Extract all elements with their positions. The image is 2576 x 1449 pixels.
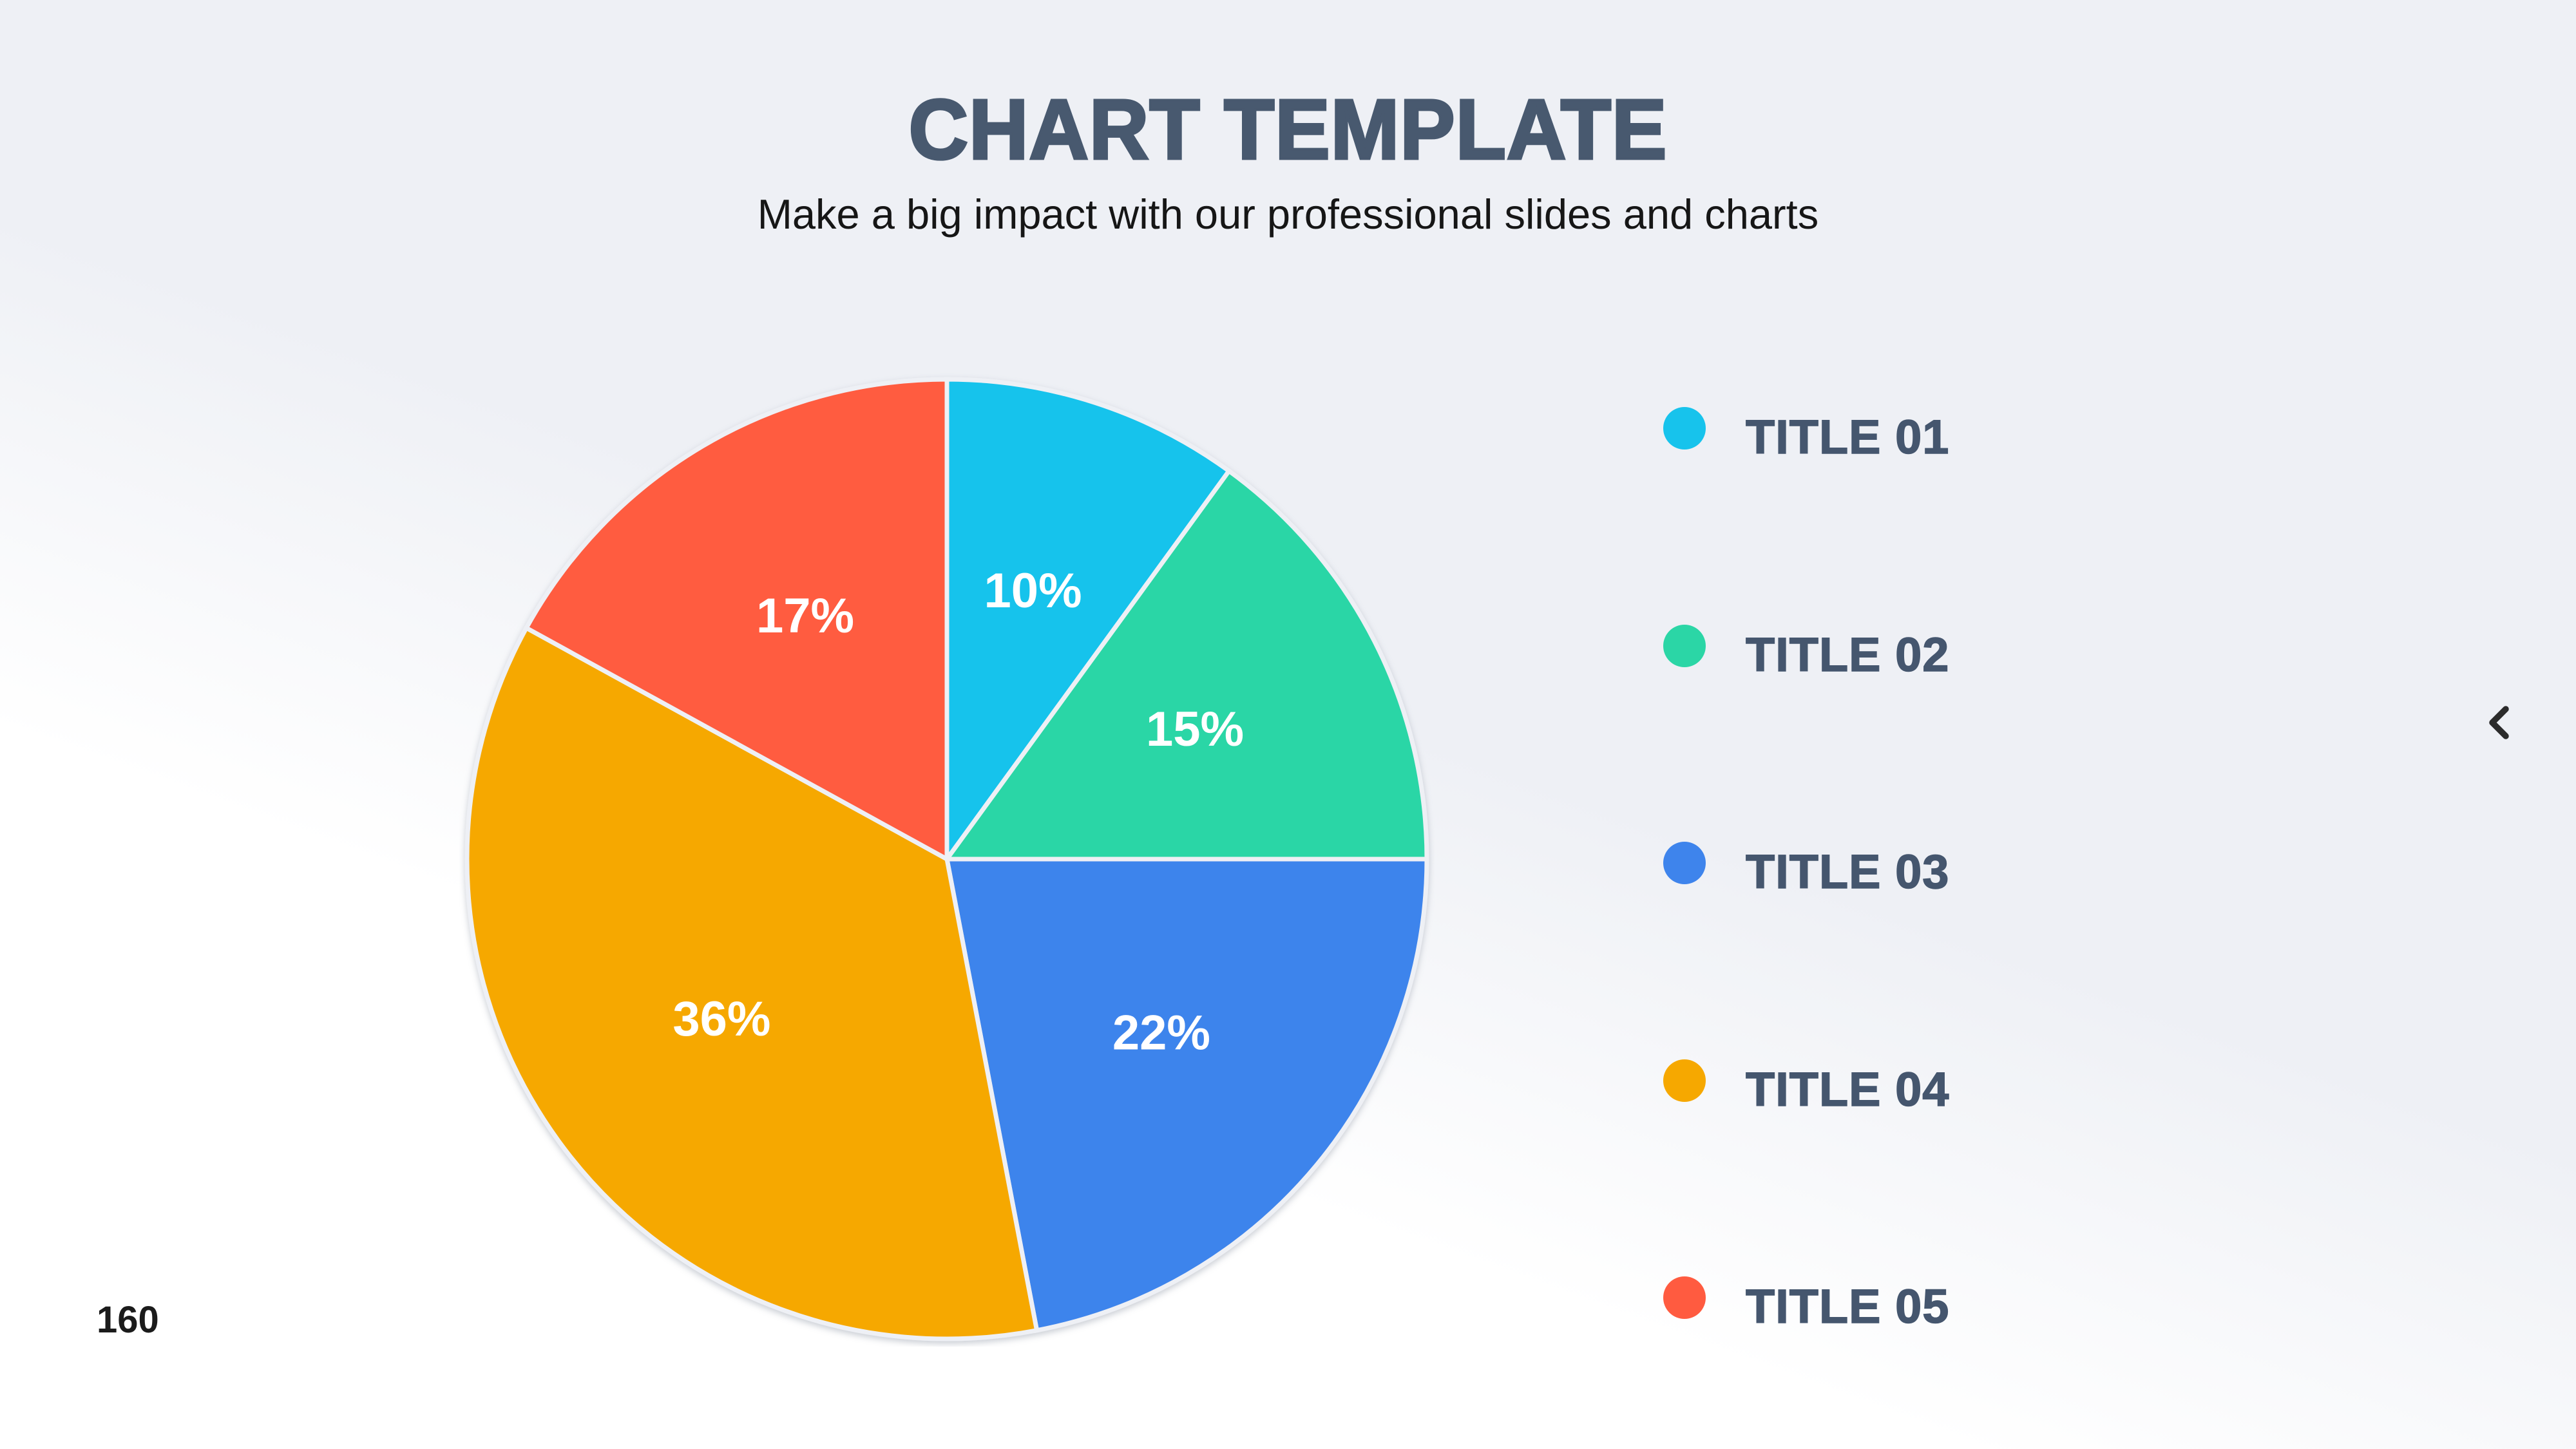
- svg-text:17%: 17%: [756, 589, 854, 643]
- svg-text:10%: 10%: [984, 564, 1082, 618]
- svg-text:22%: 22%: [1112, 1005, 1210, 1060]
- svg-text:36%: 36%: [673, 992, 770, 1046]
- svg-text:15%: 15%: [1146, 702, 1244, 757]
